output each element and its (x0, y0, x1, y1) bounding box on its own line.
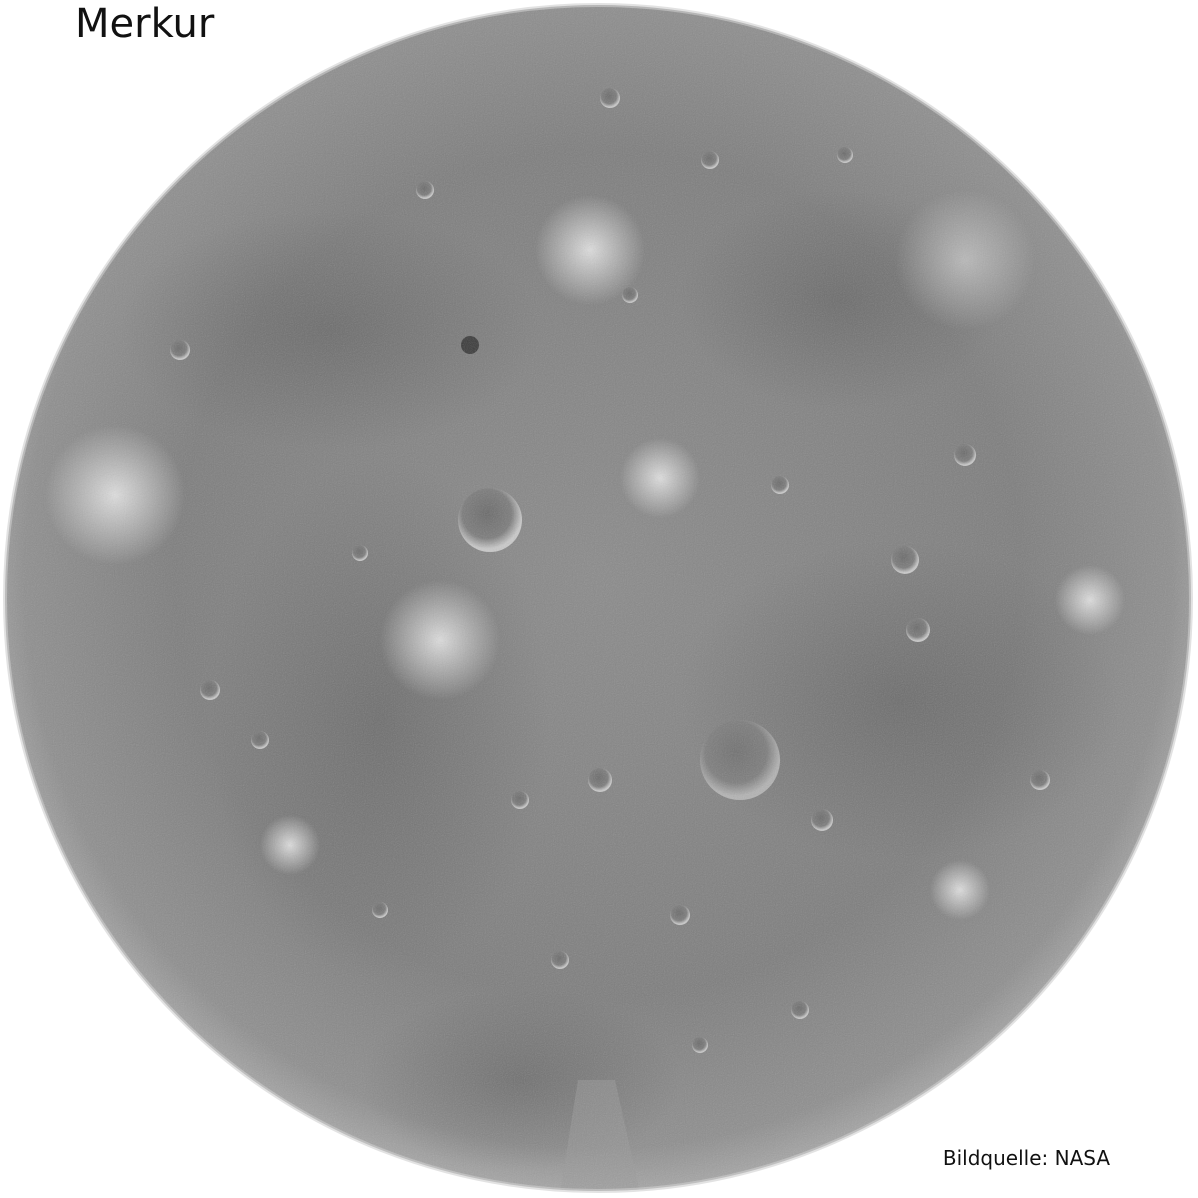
page-title: Merkur (75, 1, 215, 47)
image-credit: Bildquelle: NASA (942, 1146, 1110, 1170)
